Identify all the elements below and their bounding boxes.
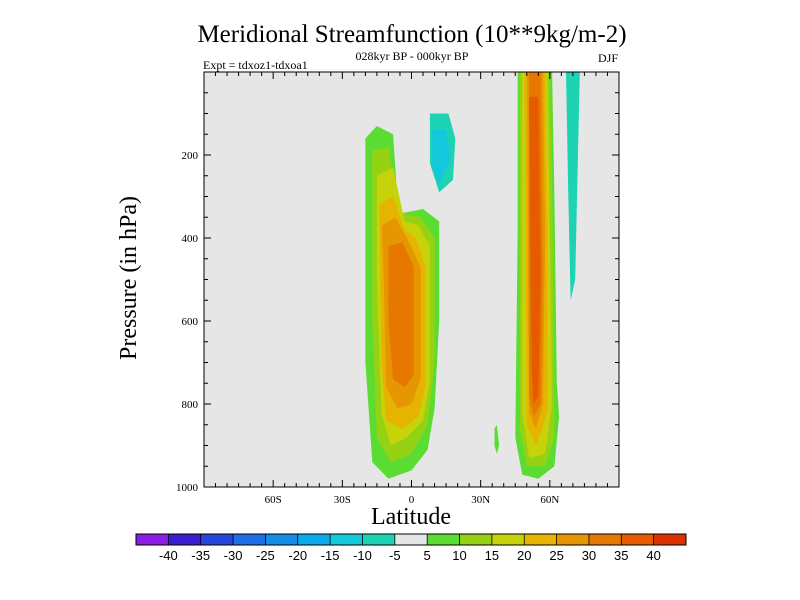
- colorbar-swatch: [524, 534, 557, 545]
- x-tick-label: 30N: [471, 494, 490, 506]
- colorbar-label: -20: [288, 548, 307, 563]
- colorbar-swatch: [200, 534, 234, 545]
- colorbar-label: -5: [389, 548, 401, 563]
- colorbar-label: 40: [646, 548, 660, 563]
- y-tick-label: 1000: [176, 482, 199, 494]
- colorbar-swatch: [459, 534, 493, 545]
- contour-region-nh-east-core: [566, 72, 580, 301]
- x-axis-label: Latitude: [371, 504, 451, 530]
- x-tick-label: 0: [409, 494, 415, 506]
- colorbar-label: 5: [424, 548, 431, 563]
- colorbar-label: -35: [191, 548, 210, 563]
- y-tick-label: 200: [182, 150, 199, 162]
- colorbar-swatch: [362, 534, 396, 545]
- colorbar-swatch: [621, 534, 654, 545]
- colorbar-label: 15: [485, 548, 499, 563]
- colorbar-swatch: [588, 534, 622, 545]
- plot-area: 60S 30S 0 30N 60N 200 400 600 800 1000: [176, 71, 620, 506]
- colorbar-label: 35: [614, 548, 628, 563]
- chart-subtitle-left: Expt = tdxoz1-tdxoa1: [203, 58, 308, 72]
- colorbar-label: 10: [452, 548, 466, 563]
- contour-region-upper-tropical-neg-15: [432, 130, 451, 185]
- x-tick-label: 30S: [334, 494, 351, 506]
- colorbar-label: 20: [517, 548, 531, 563]
- contour-regions: [215, 72, 589, 479]
- colorbar-label: -25: [256, 548, 275, 563]
- y-tick-label: 800: [182, 399, 199, 411]
- colorbar-label: -15: [321, 548, 340, 563]
- colorbar: -40 -35 -30 -25 -20 -15 -10 -5 5 10 15 20 25 30 35 40: [135, 533, 687, 563]
- contour-region-nh-jet-pos-35: [529, 96, 541, 405]
- colorbar-swatch: [265, 534, 299, 545]
- x-tick-label: 60S: [265, 494, 282, 506]
- chart-title: Meridional Streamfunction (10**9kg/m-2): [197, 21, 626, 48]
- colorbar-label: -10: [353, 548, 372, 563]
- colorbar-swatch: [136, 534, 169, 545]
- colorbar-swatch: [491, 534, 525, 545]
- contour-region-upper-tropical-neg: [423, 96, 488, 425]
- colorbar-frame: [135, 533, 687, 546]
- colorbar-label: -30: [224, 548, 243, 563]
- y-tick-label: 600: [182, 316, 199, 328]
- colorbar-label: 30: [582, 548, 596, 563]
- contour-region-small-neg: [506, 80, 511, 97]
- colorbar-swatch: [394, 534, 428, 545]
- colorbar-swatch: [233, 534, 266, 545]
- chart-subtitle-right: DJF: [598, 51, 618, 65]
- contour-region-sh-west-cell: [215, 72, 237, 429]
- y-axis-label: Pressure (in hPa): [116, 196, 142, 360]
- colorbar-swatch: [297, 534, 331, 545]
- x-tick-label: 60N: [540, 494, 559, 506]
- colorbar-swatch: [330, 534, 363, 545]
- colorbar-label: -40: [159, 548, 178, 563]
- colorbar-swatch: [168, 534, 201, 545]
- colorbar-label: 25: [549, 548, 563, 563]
- colorbar-swatch: [653, 534, 687, 545]
- contour-region-small-blip: [494, 424, 500, 454]
- colorbar-swatch: [556, 534, 590, 545]
- axis-ticks: 60S 30S 0 30N 60N 200 400 600 800 1000: [176, 72, 619, 506]
- contour-region-tropical-pos-30: [388, 242, 414, 388]
- colorbar-swatch: [427, 534, 460, 545]
- chart-subtitle-center: 028kyr BP - 000kyr BP: [356, 49, 469, 63]
- y-tick-label: 400: [182, 233, 199, 245]
